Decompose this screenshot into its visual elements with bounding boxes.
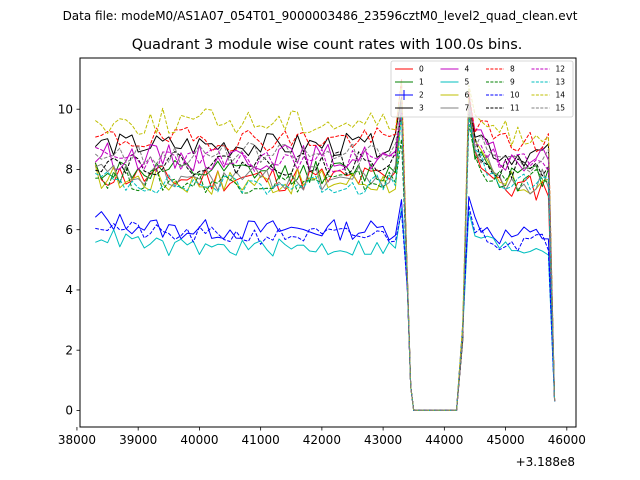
legend-label-9: 9 xyxy=(510,78,515,87)
legend-label-13: 13 xyxy=(556,78,566,87)
y-tick-label: 6 xyxy=(65,223,73,237)
series-line-7 xyxy=(95,99,556,411)
x-tick-label: 45000 xyxy=(486,433,524,447)
legend-label-10: 10 xyxy=(510,91,520,100)
legend-label-5: 5 xyxy=(465,78,470,87)
y-tick-label: 4 xyxy=(65,283,73,297)
series-line-5 xyxy=(95,208,556,411)
x-tick-label: 39000 xyxy=(119,433,157,447)
legend-label-11: 11 xyxy=(510,104,520,113)
x-tick-label: 42000 xyxy=(303,433,341,447)
series-layer xyxy=(94,78,556,411)
y-tick-label: 2 xyxy=(65,343,73,357)
series-line-2 xyxy=(94,196,556,411)
x-tick-label: 41000 xyxy=(242,433,280,447)
legend-label-0: 0 xyxy=(419,65,424,74)
legend-label-4: 4 xyxy=(465,65,470,74)
axes-frame xyxy=(79,57,577,428)
series-line-12 xyxy=(95,105,556,411)
y-tick-label: 0 xyxy=(65,404,73,418)
figure-suptitle: Data file: modeM0/AS1A07_054T01_90000034… xyxy=(63,9,578,23)
series-line-15 xyxy=(94,102,556,411)
legend-label-7: 7 xyxy=(465,104,470,113)
legend-label-2: 2 xyxy=(419,91,424,100)
legend-label-14: 14 xyxy=(556,91,566,100)
legend-label-8: 8 xyxy=(510,65,515,74)
legend-label-15: 15 xyxy=(556,104,566,113)
y-tick-label: 10 xyxy=(58,102,73,116)
series-line-3 xyxy=(94,93,556,411)
legend-label-12: 12 xyxy=(556,65,566,74)
legend-label-6: 6 xyxy=(465,91,470,100)
x-tick-label: 38000 xyxy=(58,433,96,447)
x-axis-offset-label: +3.188e8 xyxy=(516,455,575,469)
series-line-11 xyxy=(95,105,556,411)
chart-title: Quadrant 3 module wise count rates with … xyxy=(132,37,523,53)
ticks-layer: 38000 39000 40000 41000 42000 43000 44000 45000… xyxy=(58,102,586,447)
legend-label-1: 1 xyxy=(419,78,424,87)
x-tick-label: 43000 xyxy=(364,433,402,447)
axes-background xyxy=(80,58,576,427)
legend-label-3: 3 xyxy=(419,104,424,113)
x-tick-label: 44000 xyxy=(425,433,463,447)
series-line-10 xyxy=(95,205,556,411)
series-line-8 xyxy=(95,78,556,411)
x-tick-label: 46000 xyxy=(548,433,586,447)
series-line-13 xyxy=(95,114,556,411)
y-tick-label: 8 xyxy=(65,163,73,177)
series-line-9 xyxy=(95,123,556,411)
x-tick-label: 40000 xyxy=(180,433,218,447)
legend-frame xyxy=(390,60,574,118)
